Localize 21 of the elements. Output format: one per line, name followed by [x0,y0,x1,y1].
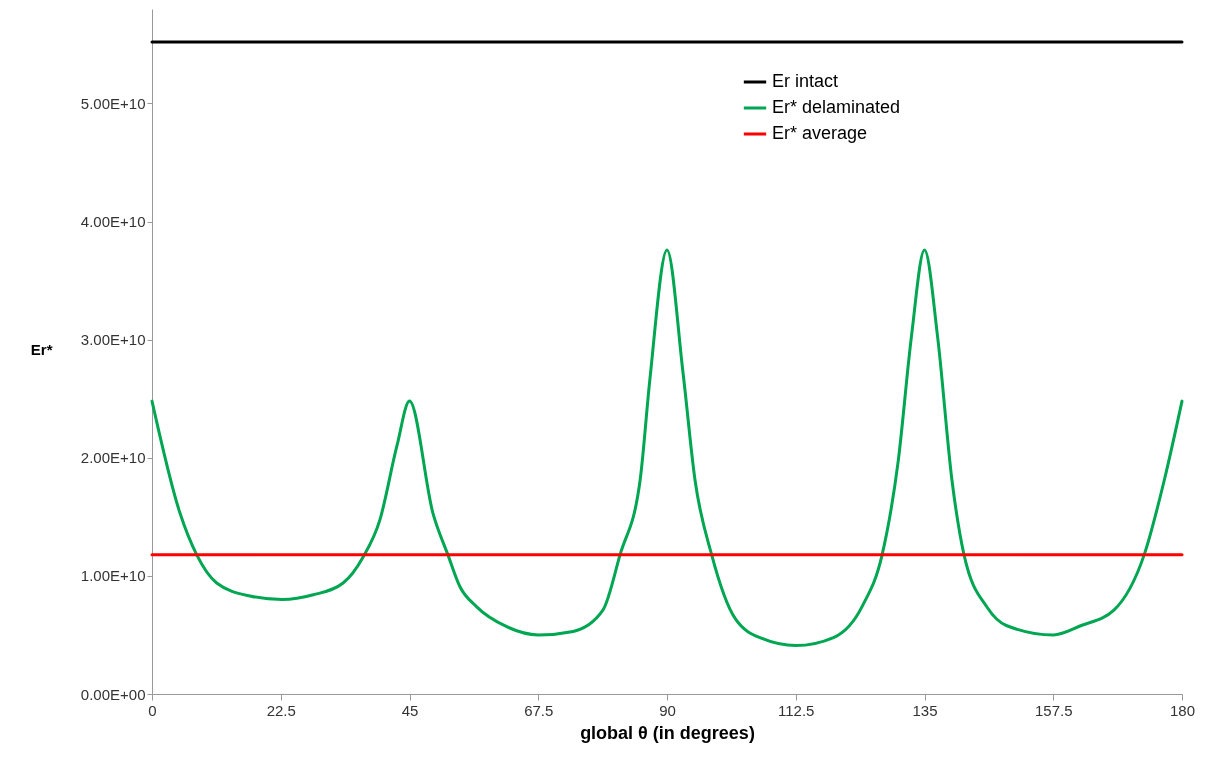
x-tick-label: 0 [148,701,157,719]
y-tick-label: 3.00E+10 [80,331,146,349]
x-tick-label: 67.5 [524,701,554,719]
x-tick-label: 90 [659,701,676,719]
y-tick-label: 0.00E+00 [80,685,146,703]
y-tick-label: 2.00E+10 [80,449,146,467]
legend-label: Er* delaminated [772,97,901,117]
y-tick-label: 1.00E+10 [80,567,146,585]
line-series [150,248,1184,648]
y-tick-label: 4.00E+10 [80,213,146,231]
legend-label: Er* average [772,123,868,143]
x-tick-label: 112.5 [778,701,815,719]
x-tick-label: 157.5 [1034,701,1073,719]
x-tick-label: 45 [401,701,419,719]
y-axis-title: Er* [30,340,53,358]
x-tick-label: 180 [1169,701,1196,719]
x-axis-title: global θ (in degrees) [580,722,755,743]
y-tick-label: 5.00E+10 [80,94,146,112]
legend-label: Er intact [772,71,839,91]
x-tick-label: 135 [912,701,938,719]
x-tick-label: 22.5 [266,701,296,719]
